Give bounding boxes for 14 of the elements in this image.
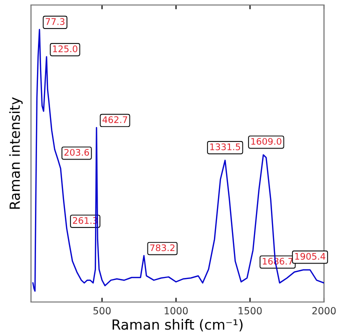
annotation: 462.7 — [102, 116, 128, 124]
y-axis-title: Raman intensity — [9, 97, 23, 209]
x-axis-title: Raman shift (cm⁻¹) — [112, 319, 243, 332]
annotation: 783.2 — [150, 244, 174, 252]
x-tick-label: 2000 — [312, 307, 336, 314]
annotation: 1609.0 — [251, 138, 282, 145]
x-tick-label: 1500 — [238, 307, 262, 314]
annotation: 77.3 — [46, 18, 64, 25]
annotation: 203.6 — [64, 148, 89, 156]
x-tick-label: 1000 — [164, 307, 188, 314]
annotation: 1331.5 — [210, 143, 240, 150]
annotation: 1905.4 — [295, 252, 326, 260]
x-tick-label: 500 — [94, 307, 111, 314]
annotation: 125.0 — [53, 45, 78, 52]
